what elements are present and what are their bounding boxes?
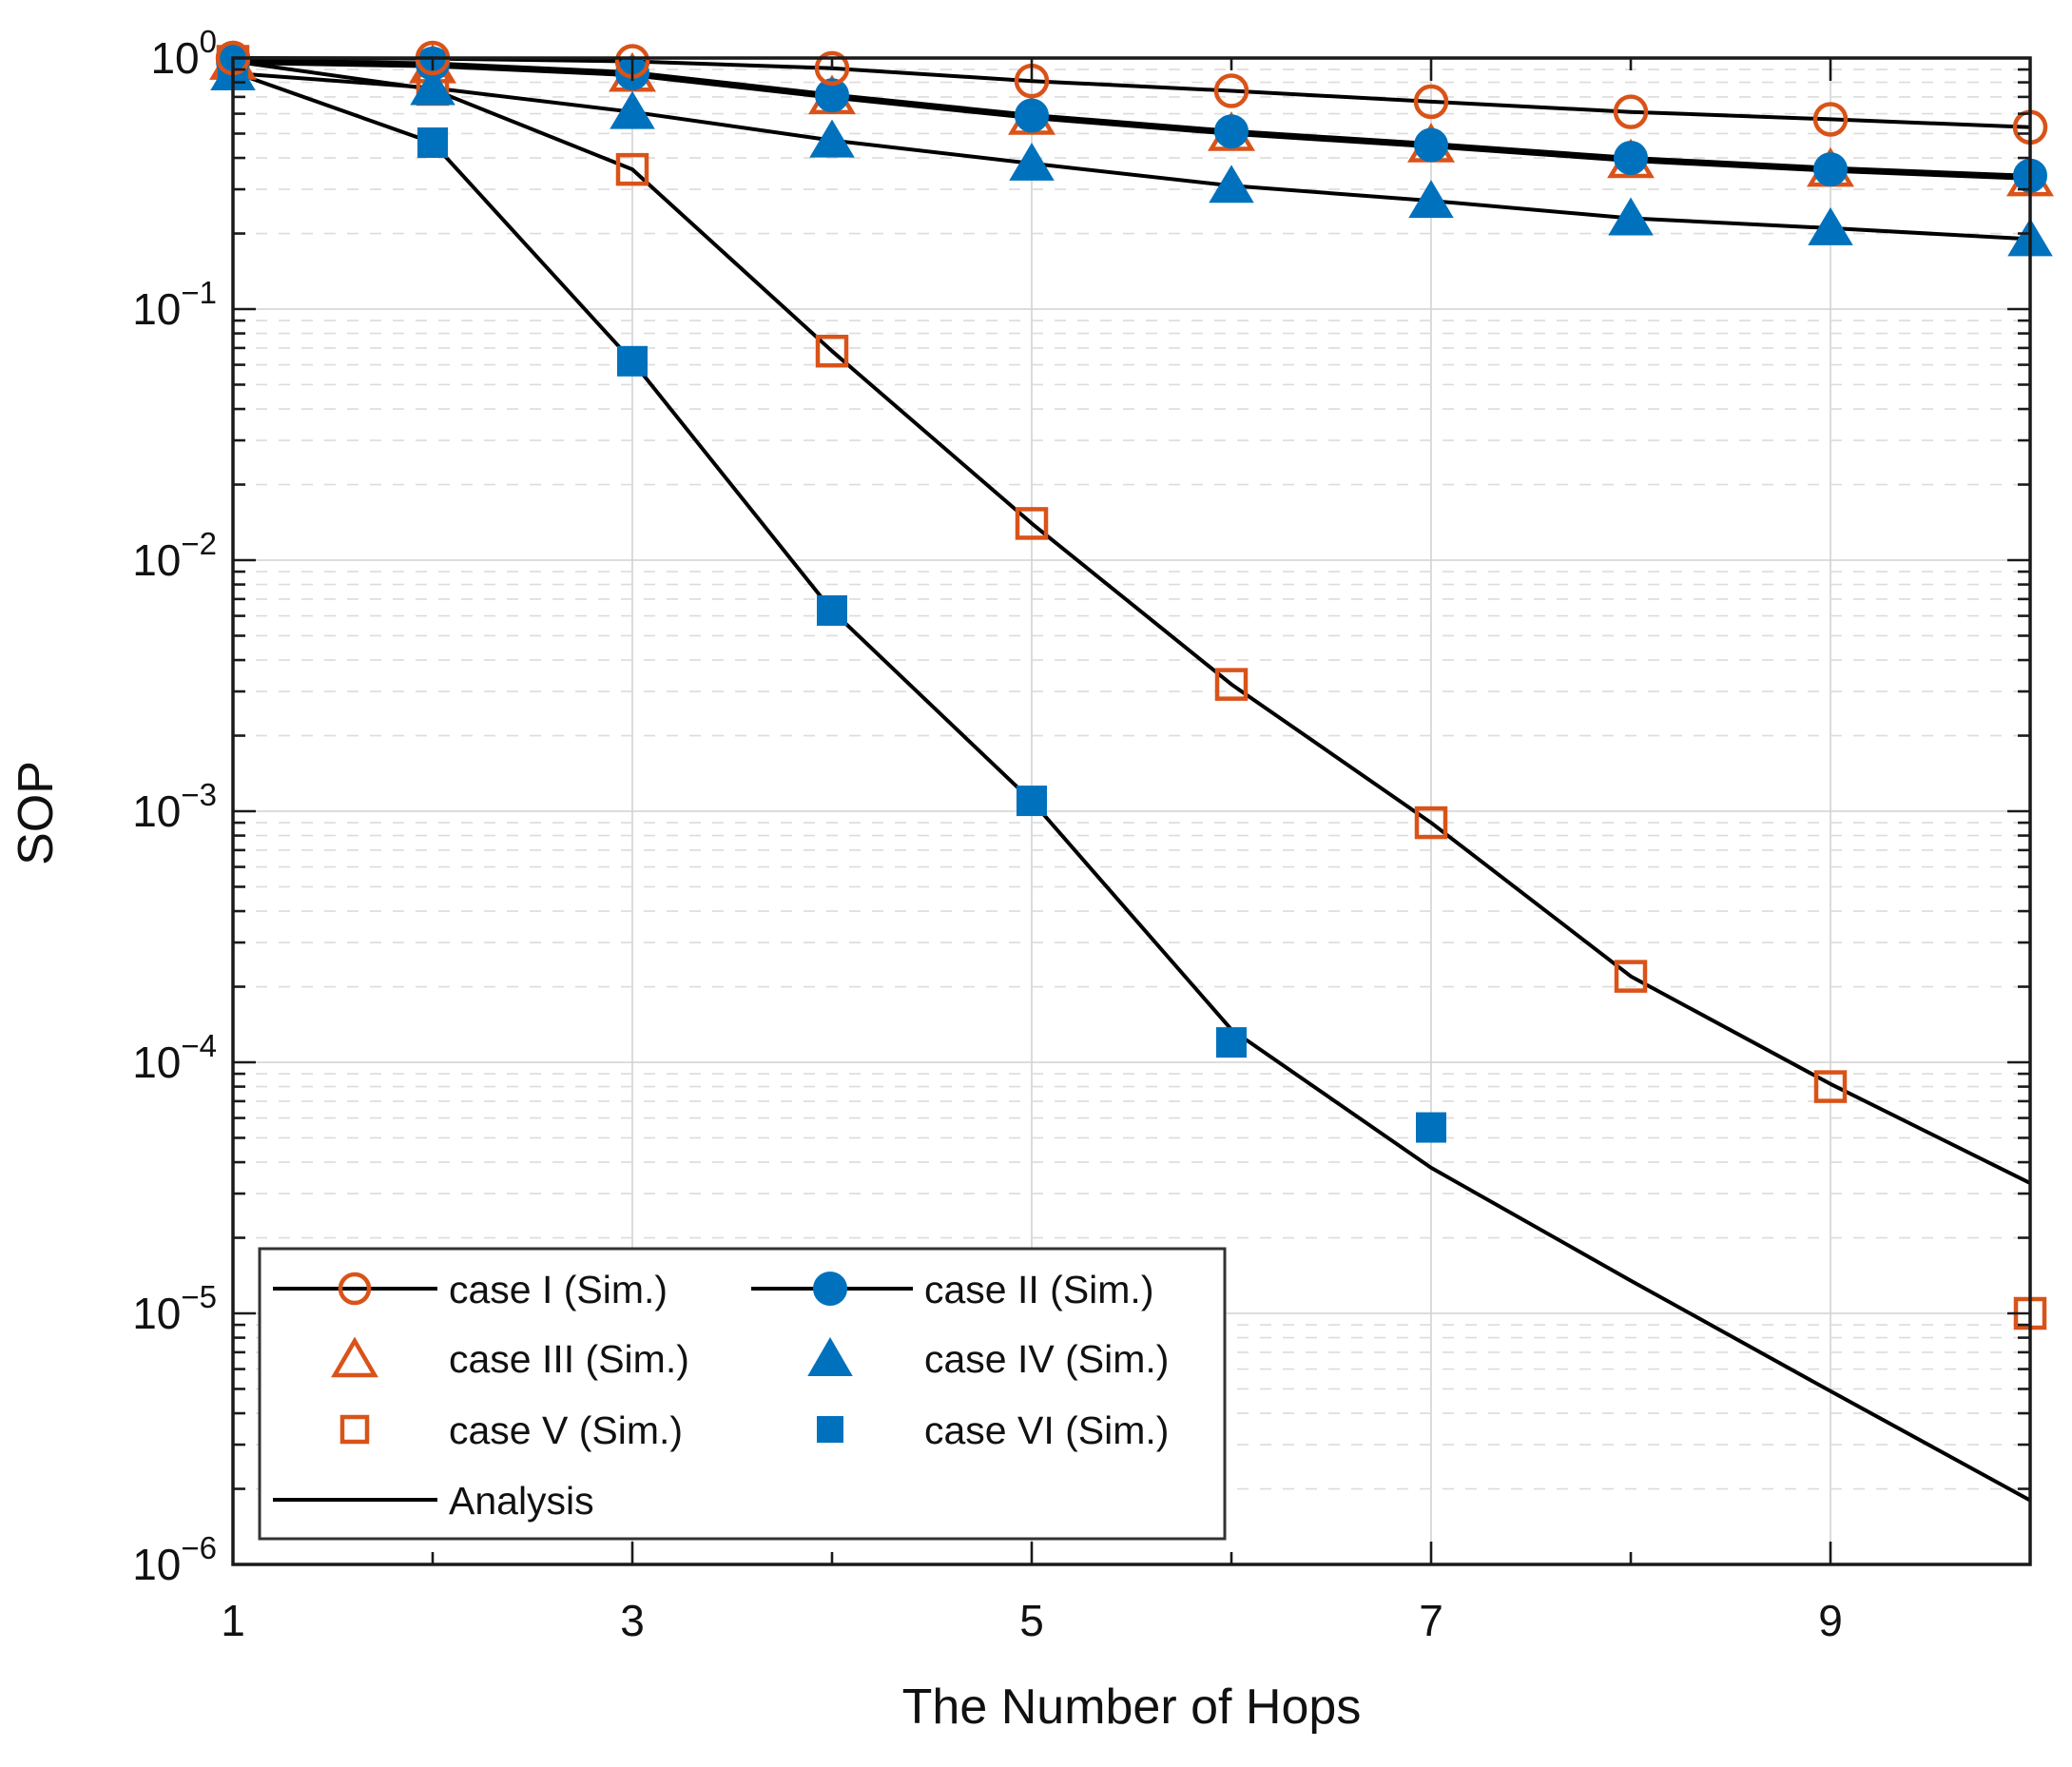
svg-text:100: 100 (150, 24, 217, 83)
svg-text:9: 9 (1818, 1596, 1843, 1645)
svg-text:10−5: 10−5 (132, 1279, 217, 1338)
legend-label-case-6: case VI (Sim.) (924, 1408, 1169, 1452)
legend-case-4-marker-icon (807, 1337, 853, 1376)
svg-text:3: 3 (620, 1596, 645, 1645)
legend-case-5-marker-icon (339, 1414, 370, 1445)
svg-text:7: 7 (1419, 1596, 1443, 1645)
legend-case-1-marker-icon (338, 1272, 372, 1306)
tick-labels: 1 3 5 7 9 100 10−1 10−2 10−3 10−4 10−5 10−6 (132, 24, 1843, 1645)
legend-label-case-1: case I (Sim.) (449, 1268, 668, 1311)
legend-label-case-5: case V (Sim.) (449, 1408, 683, 1452)
legend-label-case-4: case IV (Sim.) (924, 1337, 1169, 1381)
svg-text:10−6: 10−6 (132, 1530, 217, 1589)
legend-box (258, 1247, 1227, 1541)
svg-text:10−2: 10−2 (132, 526, 217, 585)
legend-case-2-marker-icon (813, 1272, 847, 1306)
legend-label-case-2: case II (Sim.) (924, 1268, 1153, 1311)
legend-case-6-marker-icon (817, 1416, 843, 1443)
svg-text:1: 1 (221, 1596, 245, 1645)
x-axis-title: The Number of Hops (902, 1680, 1362, 1735)
svg-text:10−4: 10−4 (132, 1028, 217, 1087)
svg-text:5: 5 (1019, 1596, 1044, 1645)
legend: case I (Sim.) case III (Sim.) case V (Si… (258, 1247, 1227, 1541)
legend-label-analysis: Analysis (449, 1479, 594, 1523)
y-axis-title: SOP (9, 761, 64, 865)
plot-frame (231, 56, 2032, 1566)
legend-label-case-3: case III (Sim.) (449, 1337, 689, 1381)
svg-text:10−1: 10−1 (132, 275, 217, 334)
svg-text:10−3: 10−3 (132, 777, 217, 836)
legend-case-3-marker-icon (331, 1336, 378, 1378)
